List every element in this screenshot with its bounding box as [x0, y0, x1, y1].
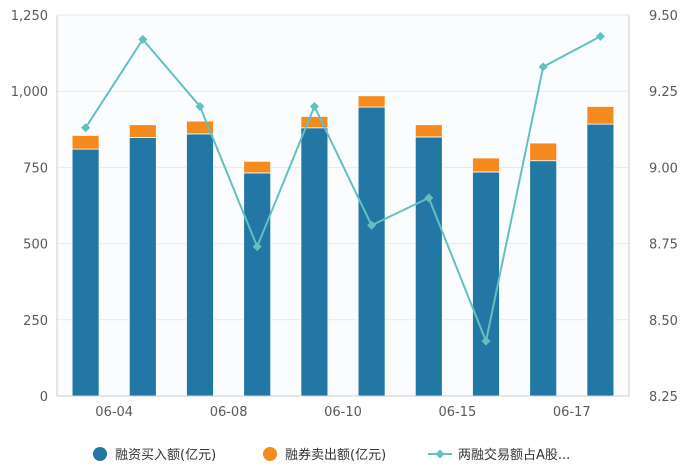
legend-label: 融券卖出额(亿元) — [285, 447, 386, 463]
x-tick-label: 06-17 — [553, 405, 591, 420]
bar-securities-sell — [300, 116, 329, 129]
axes: 0 250 500 750 1,000 1,250 8.25 8.50 8.75 9.00 9.25… — [11, 9, 678, 420]
bar-financing-buy — [243, 172, 272, 397]
bar-securities-sell — [128, 124, 157, 138]
y-right-tick-label: 8.75 — [649, 238, 678, 253]
bar-securities-sell — [529, 142, 558, 162]
y-left-tick-label: 0 — [40, 390, 48, 405]
legend-label: 两融交易额占A股... — [458, 447, 570, 463]
y-left-tick-label: 250 — [23, 314, 48, 329]
bar-securities-sell — [71, 134, 100, 150]
y-left-tick-label: 1,000 — [11, 85, 48, 100]
y-right-tick-label: 8.50 — [649, 314, 678, 329]
bar-financing-buy — [71, 148, 100, 397]
line-point — [195, 101, 205, 111]
line-point — [81, 123, 91, 133]
y-right-tick-label: 8.25 — [649, 390, 678, 405]
y-left-tick-label: 1,250 — [11, 9, 48, 24]
legend-marker-ratio-point — [435, 449, 445, 459]
line-point — [424, 193, 434, 203]
line-point — [138, 34, 148, 44]
bar-securities-sell — [472, 157, 500, 173]
bar-financing-buy — [300, 127, 329, 397]
line-series — [81, 31, 605, 346]
line-ratio — [84, 35, 601, 345]
x-tick-label: 06-10 — [324, 405, 362, 420]
bars — [71, 95, 615, 397]
x-tick-label: 06-08 — [210, 405, 248, 420]
legend: 融资买入额(亿元) 融券卖出额(亿元) 两融交易额占A股... — [93, 447, 570, 463]
line-point — [367, 220, 377, 230]
legend-marker-securities-sell — [263, 447, 277, 461]
bar-financing-buy — [586, 123, 615, 397]
line-point — [595, 31, 605, 41]
x-tick-label: 06-04 — [95, 405, 133, 420]
legend-label: 融资买入额(亿元) — [115, 448, 216, 463]
bar-financing-buy — [414, 136, 443, 397]
line-point — [481, 336, 491, 346]
x-tick-label: 06-15 — [439, 405, 477, 420]
y-right-tick-label: 9.50 — [649, 9, 678, 24]
bar-securities-sell — [357, 95, 386, 108]
bar-financing-buy — [472, 171, 500, 397]
bar-securities-sell — [414, 124, 443, 138]
line-point — [538, 62, 548, 72]
bar-financing-buy — [529, 160, 558, 397]
y-left-tick-label: 750 — [23, 161, 48, 176]
bar-securities-sell — [586, 106, 615, 125]
y-right-tick-label: 9.25 — [649, 85, 678, 100]
y-right-tick-label: 9.00 — [649, 161, 678, 176]
line-point — [309, 101, 319, 111]
y-left-tick-label: 500 — [23, 238, 48, 253]
bar-financing-buy — [128, 137, 157, 397]
bar-securities-sell — [243, 160, 272, 174]
legend-marker-financing-buy — [93, 447, 107, 461]
line-point — [252, 242, 262, 252]
bar-financing-buy — [186, 133, 214, 397]
bar-financing-buy — [357, 106, 386, 397]
